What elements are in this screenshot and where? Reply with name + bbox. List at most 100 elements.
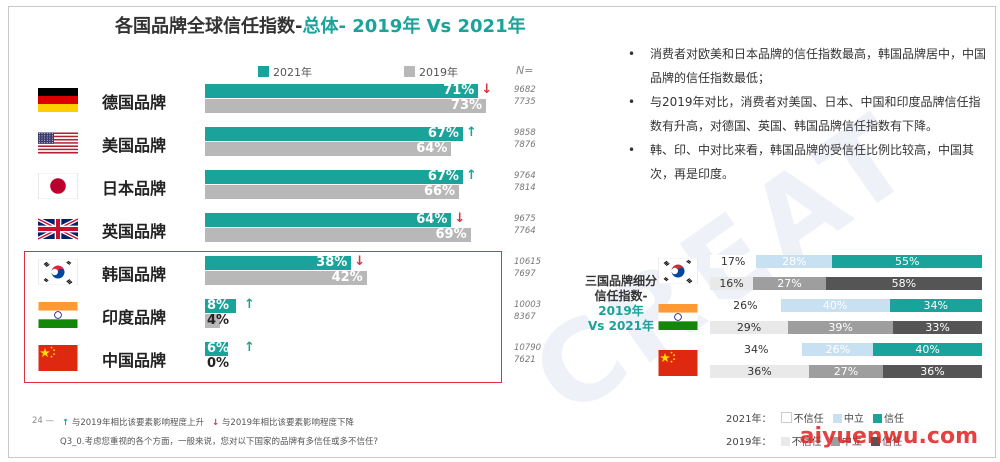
legend-swatch-distrust-2021 [780, 412, 792, 423]
segment-trust-2019: 58% [825, 277, 982, 290]
segment-trust-2021: 55% [832, 255, 982, 268]
sample-size-2021: 9764 [514, 171, 536, 181]
segment-neutral-2021: 40% [780, 299, 890, 312]
subtitle-line2: 信任指数- [594, 289, 648, 303]
sample-size-2019: 7697 [514, 269, 536, 279]
title-highlight: 总体- 2019年 Vs 2021年 [302, 16, 526, 37]
legend-neutral-2019: 中立 [841, 437, 862, 448]
sample-size-2021: 9858 [514, 128, 536, 138]
down-arrow-icon: ↓ [212, 418, 220, 428]
bar-value-2021: 38% [316, 255, 348, 270]
footnote-down-text: 与2019年相比该要素影响程度下降 [221, 418, 355, 428]
segment-legend-2021: 2021年： 不信任 中立 信任 [726, 410, 904, 425]
country-label: 英国品牌 [102, 222, 167, 241]
flag-icon [38, 345, 78, 371]
segment-neutral-2021: 28% [756, 255, 833, 268]
bar-value-2019: 66% [423, 184, 456, 199]
chart-title: 各国品牌全球信任指数-总体- 2019年 Vs 2021年 [115, 12, 526, 38]
bar-2019 [205, 228, 471, 242]
sample-size-2019: 7814 [514, 183, 536, 193]
bar-value-2019: 73% [450, 98, 483, 113]
up-arrow-icon: ↑ [465, 125, 477, 140]
bullet-item: 与2019年对比，消费者对美国、日本、中国和印度品牌信任指数有升高，对德国、英国… [628, 90, 988, 138]
flag-icon [38, 172, 78, 200]
sample-size-2021: 9675 [514, 214, 536, 224]
up-arrow-icon: ↑ [244, 297, 255, 312]
bar-2021 [205, 342, 229, 356]
bar-2019 [205, 314, 221, 328]
segment-neutral-2021: 26% [802, 343, 874, 356]
bar-value-2021: 64% [416, 212, 448, 227]
title-main: 各国品牌全球信任指数- [115, 16, 303, 37]
flag-icon [658, 257, 698, 285]
legend-swatch-2019 [404, 66, 415, 77]
country-label: 德国品牌 [102, 93, 167, 112]
legend-swatch-2021 [258, 66, 269, 77]
legend-swatch-distrust-2019 [780, 437, 790, 446]
sample-size-2021: 10615 [514, 257, 542, 267]
segment-legend-2019: 2019年： 不信任 中立 信任 [726, 433, 902, 448]
segment-trust-2019: 33% [893, 321, 982, 334]
bullet-list: 消费者对欧美和日本品牌的信任指数最高，韩国品牌居中，中国品牌的信任指数最低； 与… [628, 42, 988, 186]
legend-distrust-2021: 不信任 [793, 414, 824, 425]
segment-legend-2021-label: 2021年： [726, 414, 772, 425]
down-arrow-icon: ↓ [454, 211, 466, 226]
bar-value-2021: 6% [207, 341, 230, 356]
bar-2021 [205, 299, 236, 313]
segment-distrust-2019: 29% [710, 321, 789, 334]
flag-icon [658, 350, 698, 376]
legend-trust-2021: 信任 [884, 414, 905, 425]
segment-legend-2019-label: 2019年： [726, 437, 772, 448]
bar-2021 [205, 84, 479, 98]
country-label: 美国品牌 [102, 136, 167, 155]
segment-neutral-2019: 27% [808, 365, 884, 378]
segment-distrust-2019: 16% [710, 277, 754, 290]
flag-icon [658, 304, 698, 330]
flag-icon [38, 302, 78, 328]
legend-swatch-neutral-2021 [832, 414, 842, 423]
bar-2021 [205, 170, 463, 184]
country-label: 日本品牌 [102, 179, 167, 198]
up-arrow-icon: ↑ [62, 418, 70, 428]
sample-size-2019: 7735 [514, 97, 536, 107]
sample-size-2019: 7876 [514, 140, 536, 150]
legend-trust-2019: 信任 [882, 437, 903, 448]
segment-distrust-2021: 17% [710, 255, 757, 268]
country-label: 韩国品牌 [102, 265, 167, 284]
site-watermark: aiyuenwu.com [799, 424, 978, 449]
subtitle-line4: Vs 2021年 [587, 319, 654, 333]
sample-size-2019: 7621 [514, 355, 536, 365]
bar-2021 [205, 213, 452, 227]
subtitle-line1: 三国品牌细分 [584, 274, 657, 288]
footnote-up-text: 与2019年相比该要素影响程度上升 [71, 418, 204, 428]
legend-neutral-2021: 中立 [843, 414, 864, 425]
bar-2021 [205, 127, 463, 141]
up-arrow-icon: ↑ [244, 340, 255, 355]
segment-neutral-2019: 27% [753, 277, 826, 290]
sample-size-2019: 8367 [514, 312, 536, 322]
footnote: ↑ 与2019年相比该要素影响程度上升 ↓ 与2019年相比该要素影响程度下降 [62, 416, 354, 428]
bar-value-2019: 4% [207, 313, 230, 328]
bar-2021 [205, 256, 352, 270]
country-label: 中国品牌 [102, 351, 167, 370]
bar-2019 [205, 99, 487, 113]
page-number: 24 — [32, 416, 55, 426]
segment-trust-2021: 40% [873, 343, 982, 356]
legend-swatch-trust-2019 [871, 437, 881, 446]
subtitle-line3: 2019年 [598, 304, 644, 318]
bar-value-2019: 64% [416, 141, 448, 156]
segment-distrust-2021: 34% [710, 343, 803, 356]
flag-icon [38, 258, 78, 286]
legend-label-2021: 2021年 [273, 66, 312, 79]
down-arrow-icon: ↓ [354, 254, 366, 269]
down-arrow-icon: ↓ [481, 82, 493, 97]
sample-size-label: N= [516, 64, 534, 77]
bar-value-2019: 42% [331, 270, 363, 285]
legend-2021: 2021年 [258, 64, 312, 80]
flag-icon [38, 87, 78, 113]
legend-distrust-2019: 不信任 [791, 437, 822, 448]
up-arrow-icon: ↑ [465, 168, 477, 183]
sample-size-2021: 9682 [514, 85, 536, 95]
legend-2019: 2019年 [404, 64, 458, 80]
